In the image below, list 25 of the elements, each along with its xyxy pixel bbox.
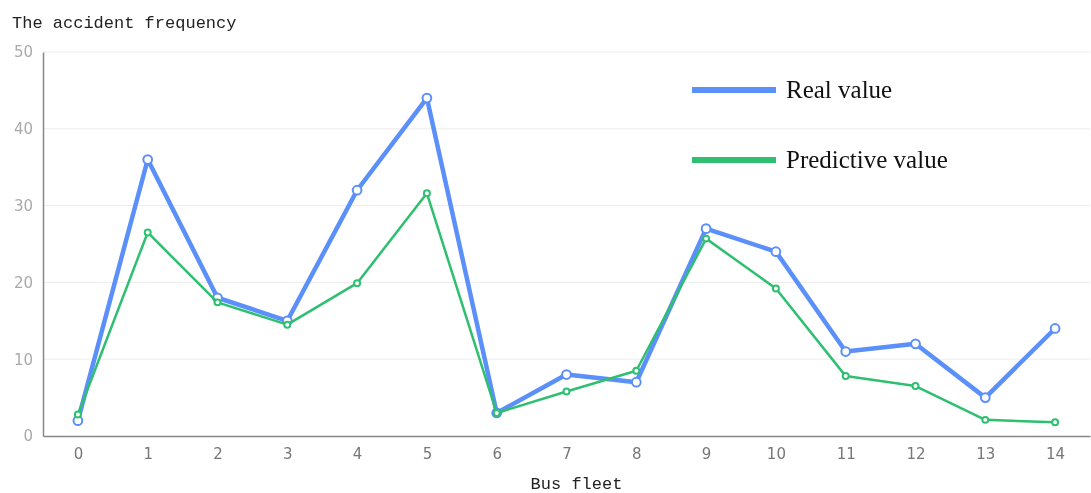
x-tick-label: 11 (836, 444, 856, 463)
x-tick-label: 7 (562, 444, 572, 463)
y-tick-label: 40 (13, 120, 33, 139)
x-tick-label: 4 (352, 444, 363, 463)
x-tick-label: 13 (976, 444, 996, 463)
x-tick-label: 14 (1046, 444, 1066, 463)
x-tick-label: 9 (701, 444, 712, 463)
x-tick-label: 6 (492, 444, 502, 463)
legend-label: Real value (786, 76, 893, 103)
x-tick-label: 10 (766, 444, 786, 463)
x-axis-title: Bus fleet (530, 475, 623, 493)
x-tick-label: 2 (213, 444, 223, 463)
x-tick-label: 5 (422, 444, 433, 463)
x-tick-label: 0 (73, 444, 84, 463)
y-tick-label: 20 (13, 273, 33, 292)
y-tick-label: 30 (13, 196, 33, 215)
x-tick-label: 12 (906, 444, 926, 463)
y-axis-title: The accident frequency (12, 14, 237, 33)
y-tick-label: 0 (23, 427, 33, 446)
x-tick-label: 8 (632, 444, 642, 463)
x-tick-label: 1 (143, 444, 153, 463)
y-tick-label: 50 (13, 43, 33, 62)
legend-label: Predictive value (786, 146, 948, 173)
x-tick-label: 3 (283, 444, 293, 463)
y-tick-label: 10 (13, 350, 33, 369)
